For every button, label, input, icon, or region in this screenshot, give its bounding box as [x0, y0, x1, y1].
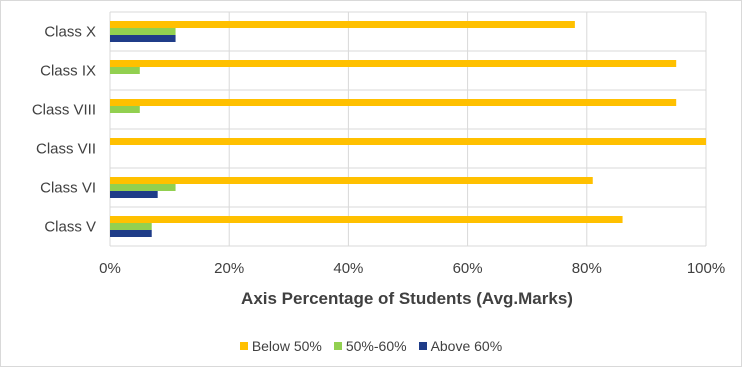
x-tick-label: 100%: [687, 260, 725, 277]
category-label: Class VI: [40, 180, 96, 197]
bar: [110, 216, 623, 223]
bar: [110, 138, 706, 145]
legend: Below 50% 50%-60% Above 60%: [0, 338, 742, 354]
legend-label: Below 50%: [251, 338, 322, 354]
bar: [110, 191, 158, 198]
bar-chart: Class X Class IX Class VIII Class VII Class …: [32, 11, 725, 308]
bars: [110, 21, 706, 237]
legend-swatch: [418, 342, 427, 350]
legend-swatch: [333, 342, 342, 350]
legend-item: 50%-60%: [333, 338, 407, 354]
category-labels: Class X Class IX Class VIII Class VII Class …: [32, 24, 96, 236]
category-label: Class V: [44, 219, 96, 236]
category-label: Class X: [44, 24, 96, 41]
bar: [110, 28, 176, 35]
x-tick-label: 40%: [333, 260, 363, 277]
bar: [110, 60, 677, 67]
legend-label: Above 60%: [430, 338, 503, 354]
bar: [110, 230, 152, 237]
x-tick-label: 80%: [572, 260, 602, 277]
x-tick-labels: 0% 20% 40% 60% 80% 100%: [99, 260, 725, 277]
x-axis-title: Axis Percentage of Students (Avg.Marks): [241, 289, 573, 308]
bar: [110, 177, 593, 184]
bar: [110, 99, 677, 106]
x-tick-label: 60%: [453, 260, 483, 277]
bar: [110, 223, 152, 230]
bar: [110, 67, 140, 74]
gridlines: [109, 11, 707, 247]
legend-label: 50%-60%: [345, 338, 407, 354]
x-tick-label: 20%: [214, 260, 244, 277]
bar: [110, 21, 575, 28]
category-label: Class VIII: [32, 102, 96, 119]
legend-swatch: [239, 342, 248, 350]
x-tick-label: 0%: [99, 260, 121, 277]
legend-item: Below 50%: [239, 338, 322, 354]
legend-item: Above 60%: [418, 338, 503, 354]
category-label: Class VII: [36, 141, 96, 158]
bar: [110, 184, 176, 191]
bar: [110, 106, 140, 113]
bar: [110, 35, 176, 42]
category-label: Class IX: [40, 63, 96, 80]
